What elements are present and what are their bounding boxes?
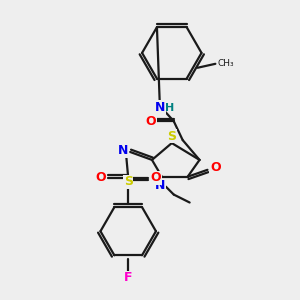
Text: S: S <box>124 175 133 188</box>
Text: S: S <box>167 130 176 142</box>
Text: N: N <box>118 145 128 158</box>
Text: CH₃: CH₃ <box>218 59 234 68</box>
Text: H: H <box>165 103 174 113</box>
Text: O: O <box>210 161 221 174</box>
Text: F: F <box>124 271 133 284</box>
Text: O: O <box>95 171 106 184</box>
Text: N: N <box>155 101 165 114</box>
Text: N: N <box>155 179 165 192</box>
Text: O: O <box>146 115 156 128</box>
Text: O: O <box>151 171 161 184</box>
